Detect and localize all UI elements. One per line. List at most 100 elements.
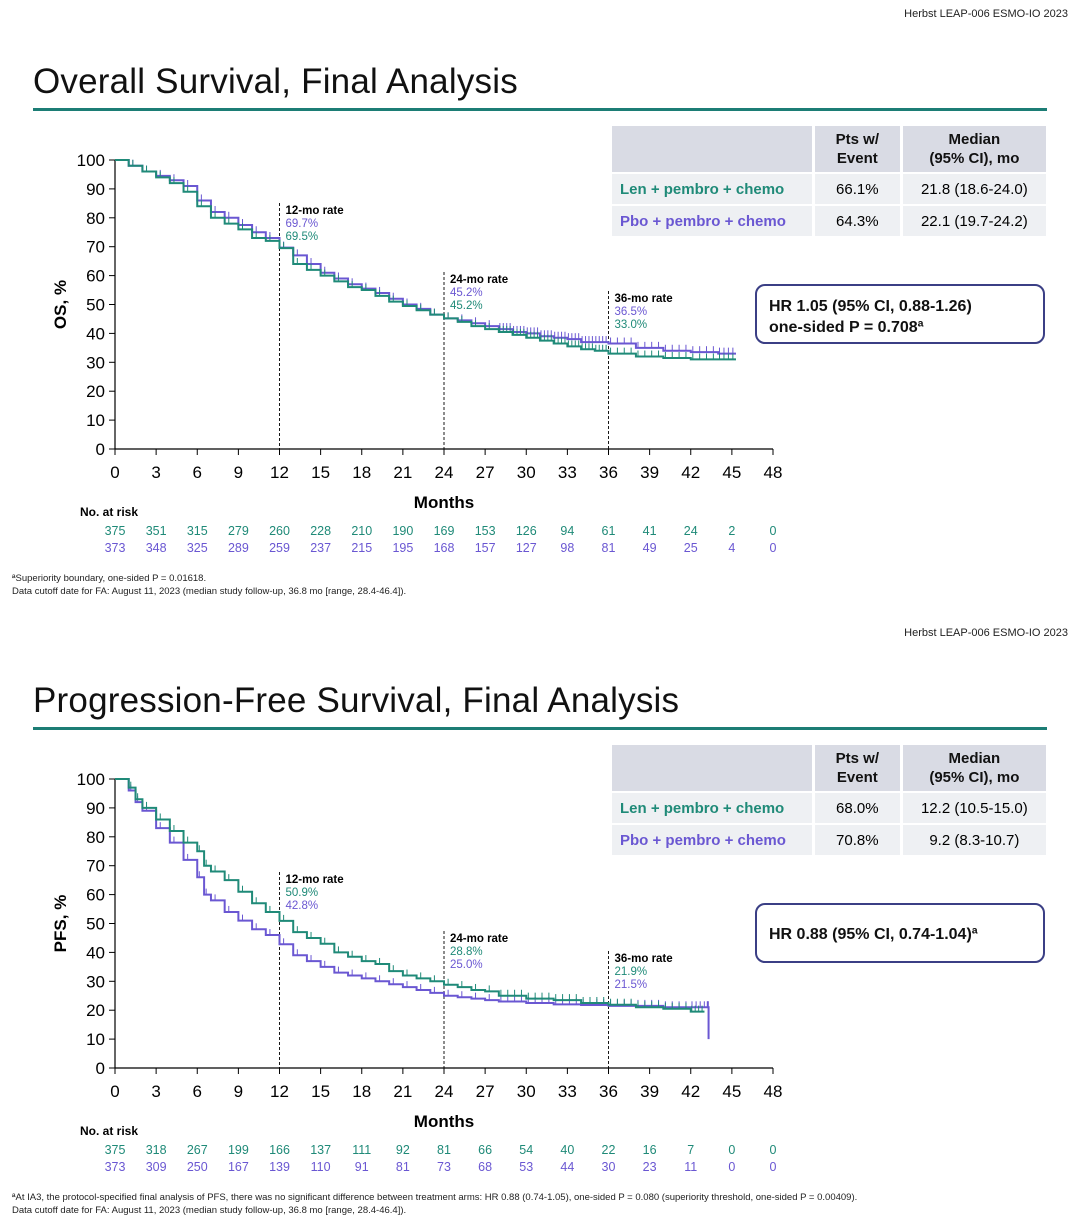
at-risk-len: 153 xyxy=(475,524,496,538)
arm-label-len: Len + pembro + chemo xyxy=(612,172,814,205)
y-tick-label: 50 xyxy=(86,915,105,934)
x-tick-label: 24 xyxy=(435,1082,454,1101)
at-risk-pbo: 110 xyxy=(311,1160,331,1174)
at-risk-len: 92 xyxy=(396,1143,410,1157)
landmark-rate: 25.0% xyxy=(450,959,483,971)
at-risk-len: 260 xyxy=(269,524,290,538)
x-tick-label: 3 xyxy=(151,463,160,482)
y-tick-label: 40 xyxy=(86,943,105,962)
at-risk-len: 0 xyxy=(728,1143,735,1157)
at-risk-pbo: 348 xyxy=(146,541,167,555)
at-risk-len: 16 xyxy=(643,1143,657,1157)
events-cell: 68.0% xyxy=(811,791,902,824)
at-risk-len: 166 xyxy=(269,1143,290,1157)
at-risk-len: 24 xyxy=(684,524,698,538)
at-risk-len: 2 xyxy=(728,524,735,538)
at-risk-len: 94 xyxy=(560,524,574,538)
at-risk-pbo: 25 xyxy=(684,541,698,555)
at-risk-pbo: 49 xyxy=(643,541,657,555)
at-risk-len: 351 xyxy=(146,524,167,538)
table-header-blank xyxy=(612,126,814,173)
at-risk-len: 190 xyxy=(392,524,413,538)
table-header-row: Pts w/ Event Median (95% CI), mo xyxy=(612,126,1046,173)
x-tick-label: 27 xyxy=(476,1082,495,1101)
at-risk-len: 318 xyxy=(146,1143,167,1157)
arm-label-pbo: Pbo + pembro + chemo xyxy=(612,823,814,855)
at-risk-len: 375 xyxy=(105,524,126,538)
at-risk-pbo: 309 xyxy=(146,1160,167,1174)
y-tick-label: 10 xyxy=(86,411,105,430)
x-tick-label: 18 xyxy=(352,463,371,482)
x-tick-label: 3 xyxy=(151,1082,160,1101)
table-row: Pbo + pembro + chemo 64.3% 22.1 (19.7-24… xyxy=(612,204,1046,236)
x-tick-label: 36 xyxy=(599,463,618,482)
landmark-label: 36-mo rate xyxy=(615,953,673,965)
title-rule xyxy=(33,108,1047,111)
at-risk-pbo: 237 xyxy=(310,541,331,555)
y-tick-label: 70 xyxy=(86,238,105,257)
y-tick-label: 70 xyxy=(86,857,105,876)
footnote: ªAt IA3, the protocol-specified final an… xyxy=(12,1192,858,1203)
y-tick-label: 10 xyxy=(86,1030,105,1049)
at-risk-len: 228 xyxy=(310,524,331,538)
pfs-summary-table: Pts w/ Event Median (95% CI), mo Len + p… xyxy=(612,745,1046,855)
at-risk-pbo: 289 xyxy=(228,541,249,555)
landmark-label: 12-mo rate xyxy=(286,874,344,886)
at-risk-pbo: 325 xyxy=(187,541,208,555)
at-risk-pbo: 167 xyxy=(228,1160,249,1174)
at-risk-len: 61 xyxy=(602,524,616,538)
at-risk-len: 267 xyxy=(187,1143,208,1157)
y-tick-label: 0 xyxy=(96,1059,105,1078)
x-tick-label: 48 xyxy=(764,463,783,482)
y-axis-label: PFS, % xyxy=(51,895,70,953)
data-cutoff-note: Data cutoff date for FA: August 11, 2023… xyxy=(12,1205,407,1216)
hazard-ratio-text: HR 0.88 (95% CI, 0.74-1.04)ª xyxy=(769,926,978,943)
arm-label-len: Len + pembro + chemo xyxy=(612,791,814,824)
arm-label-pbo: Pbo + pembro + chemo xyxy=(612,204,814,236)
at-risk-pbo: 98 xyxy=(560,541,574,555)
landmark-rate: 21.5% xyxy=(615,979,648,991)
y-tick-label: 30 xyxy=(86,972,105,991)
x-tick-label: 6 xyxy=(193,1082,202,1101)
y-tick-label: 80 xyxy=(86,209,105,228)
x-axis-label: Months xyxy=(414,493,474,512)
landmark-label: 24-mo rate xyxy=(450,933,508,945)
x-tick-label: 24 xyxy=(435,463,454,482)
at-risk-len: 22 xyxy=(602,1143,616,1157)
y-tick-label: 90 xyxy=(86,799,105,818)
y-tick-label: 80 xyxy=(86,828,105,847)
landmark-rate: 21.9% xyxy=(615,966,648,978)
km-curve-len xyxy=(115,159,736,361)
x-tick-label: 42 xyxy=(681,1082,700,1101)
table-header-median: Median (95% CI), mo xyxy=(899,126,1046,173)
os-summary-table: Pts w/ Event Median (95% CI), mo Len + p… xyxy=(612,126,1046,236)
at-risk-pbo: 139 xyxy=(269,1160,290,1174)
at-risk-len: 40 xyxy=(560,1143,574,1157)
y-tick-label: 20 xyxy=(86,1001,105,1020)
at-risk-len: 81 xyxy=(437,1143,451,1157)
x-tick-label: 45 xyxy=(722,1082,741,1101)
at-risk-len: 210 xyxy=(351,524,372,538)
y-tick-label: 40 xyxy=(86,324,105,343)
at-risk-pbo: 81 xyxy=(602,541,616,555)
x-tick-label: 15 xyxy=(311,463,330,482)
at-risk-len: 54 xyxy=(519,1143,533,1157)
at-risk-pbo: 73 xyxy=(437,1160,451,1174)
x-tick-label: 42 xyxy=(681,463,700,482)
hazard-ratio-box: HR 0.88 (95% CI, 0.74-1.04)ª xyxy=(755,903,1045,963)
x-tick-label: 27 xyxy=(476,463,495,482)
landmark-rate: 36.5% xyxy=(615,306,648,318)
citation-header: Herbst LEAP-006 ESMO-IO 2023 xyxy=(904,8,1068,20)
y-tick-label: 50 xyxy=(86,296,105,315)
x-tick-label: 30 xyxy=(517,463,536,482)
at-risk-pbo: 53 xyxy=(519,1160,533,1174)
landmark-label: 36-mo rate xyxy=(615,293,673,305)
at-risk-pbo: 157 xyxy=(475,541,496,555)
x-tick-label: 6 xyxy=(193,463,202,482)
at-risk-pbo: 127 xyxy=(516,541,537,555)
table-header-events: Pts w/ Event xyxy=(811,745,902,792)
median-cell: 21.8 (18.6-24.0) xyxy=(899,172,1046,205)
table-header-row: Pts w/ Event Median (95% CI), mo xyxy=(612,745,1046,792)
